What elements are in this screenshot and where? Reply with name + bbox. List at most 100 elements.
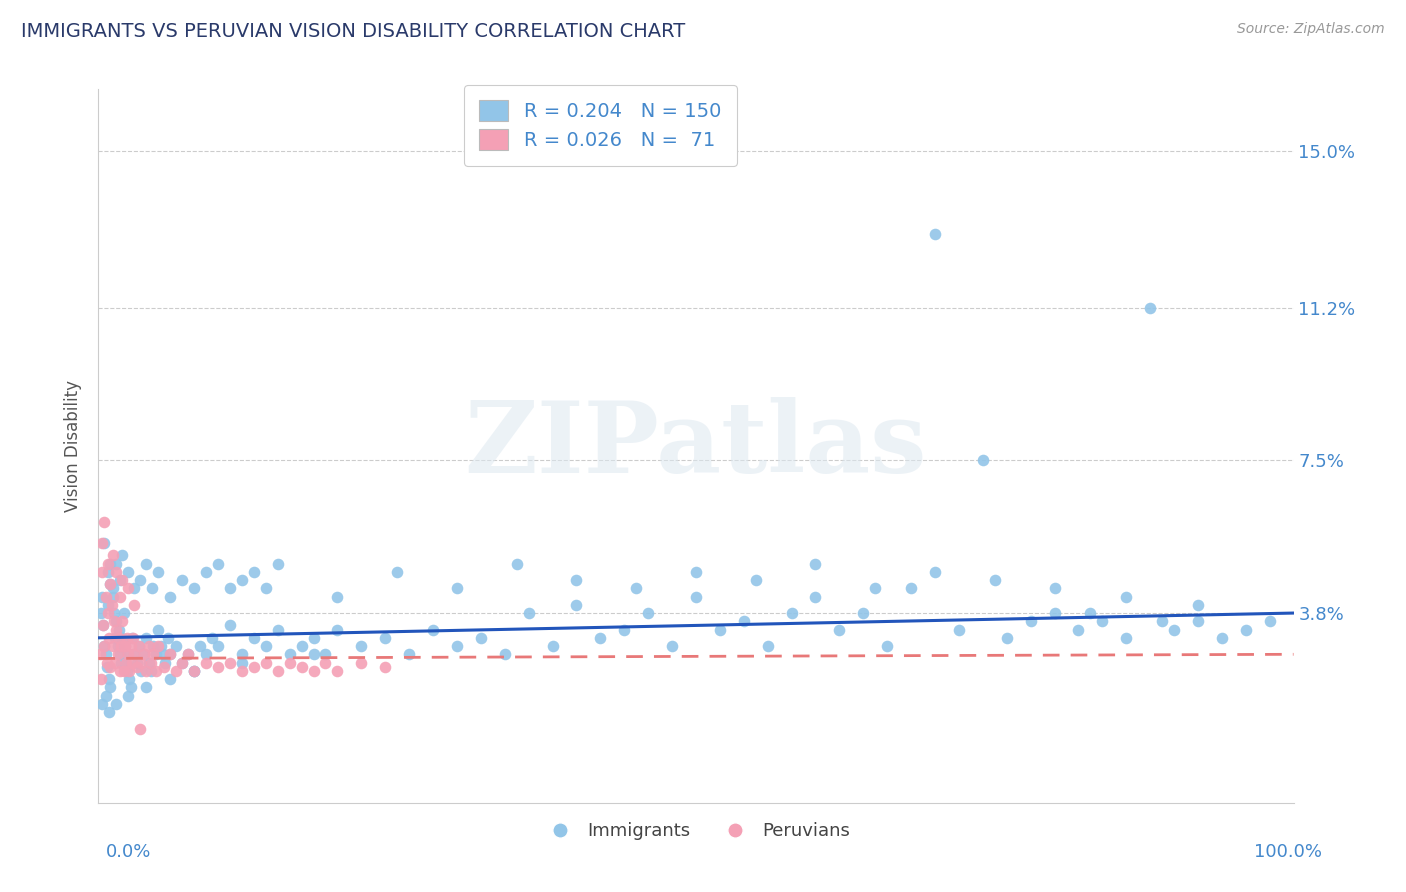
Point (91, 618, 114, 632)
Point (135, 631, 157, 645)
Point (148, 639, 170, 653)
Point (105, 623, 128, 637)
Point (91, 697, 114, 711)
Point (94, 689, 117, 703)
Point (219, 582, 242, 596)
Point (231, 664, 253, 678)
Point (385, 565, 409, 579)
Point (315, 648, 337, 662)
Point (756, 639, 779, 653)
Point (155, 656, 177, 670)
Point (780, 606, 803, 620)
Point (90, 672, 112, 686)
Point (1043, 606, 1066, 620)
Point (219, 656, 242, 670)
Point (254, 639, 277, 653)
Point (291, 659, 314, 673)
Point (108, 573, 131, 587)
Point (159, 672, 181, 686)
Point (93, 536, 115, 550)
Point (470, 631, 492, 645)
Point (98, 659, 122, 673)
Point (91, 590, 114, 604)
Point (117, 648, 139, 662)
Point (107, 639, 129, 653)
Point (374, 631, 396, 645)
Point (541, 639, 564, 653)
Point (105, 615, 128, 629)
Point (422, 623, 444, 637)
Point (138, 656, 160, 670)
Text: ZIPatlas: ZIPatlas (465, 398, 927, 494)
Point (98, 681, 122, 695)
Point (177, 648, 200, 662)
Point (132, 648, 155, 662)
Point (494, 648, 516, 662)
Point (98, 705, 121, 719)
Point (111, 549, 134, 563)
Point (183, 582, 205, 596)
Point (207, 639, 229, 653)
Point (120, 639, 142, 653)
Point (207, 659, 229, 673)
Point (118, 664, 141, 678)
Point (110, 639, 132, 653)
Point (118, 672, 141, 686)
Point (117, 689, 139, 703)
Point (129, 573, 152, 587)
Point (972, 453, 994, 467)
Point (159, 590, 181, 604)
Point (98, 672, 121, 686)
Point (924, 565, 946, 579)
Point (661, 639, 683, 653)
Point (589, 631, 612, 645)
Point (291, 639, 314, 653)
Point (115, 656, 138, 670)
Point (97, 557, 120, 571)
Point (326, 590, 349, 604)
Point (207, 557, 229, 571)
Point (1187, 598, 1209, 612)
Point (326, 623, 349, 637)
Point (685, 565, 707, 579)
Point (114, 639, 136, 653)
Point (93, 639, 115, 653)
Point (374, 659, 396, 673)
Point (117, 648, 139, 662)
Point (231, 573, 253, 587)
Point (1234, 623, 1257, 637)
Point (948, 623, 970, 637)
Point (865, 582, 887, 596)
Point (98, 631, 121, 645)
Point (565, 598, 588, 612)
Point (1043, 582, 1066, 596)
Point (1187, 615, 1209, 629)
Point (1139, 301, 1161, 315)
Point (104, 631, 127, 645)
Point (129, 722, 152, 736)
Point (139, 664, 162, 678)
Point (828, 623, 851, 637)
Point (302, 648, 325, 662)
Point (326, 664, 349, 678)
Point (243, 565, 266, 579)
Point (156, 631, 179, 645)
Point (91, 618, 114, 632)
Point (995, 631, 1018, 645)
Point (135, 557, 157, 571)
Point (183, 664, 205, 678)
Point (108, 590, 131, 604)
Point (97, 598, 120, 612)
Point (613, 623, 636, 637)
Point (125, 659, 148, 673)
Point (267, 557, 290, 571)
Text: Source: ZipAtlas.com: Source: ZipAtlas.com (1237, 22, 1385, 37)
Point (125, 656, 148, 670)
Point (122, 631, 145, 645)
Point (302, 631, 325, 645)
Point (107, 648, 129, 662)
Point (152, 648, 174, 662)
Point (172, 656, 194, 670)
Point (96, 656, 118, 670)
Point (302, 664, 325, 678)
